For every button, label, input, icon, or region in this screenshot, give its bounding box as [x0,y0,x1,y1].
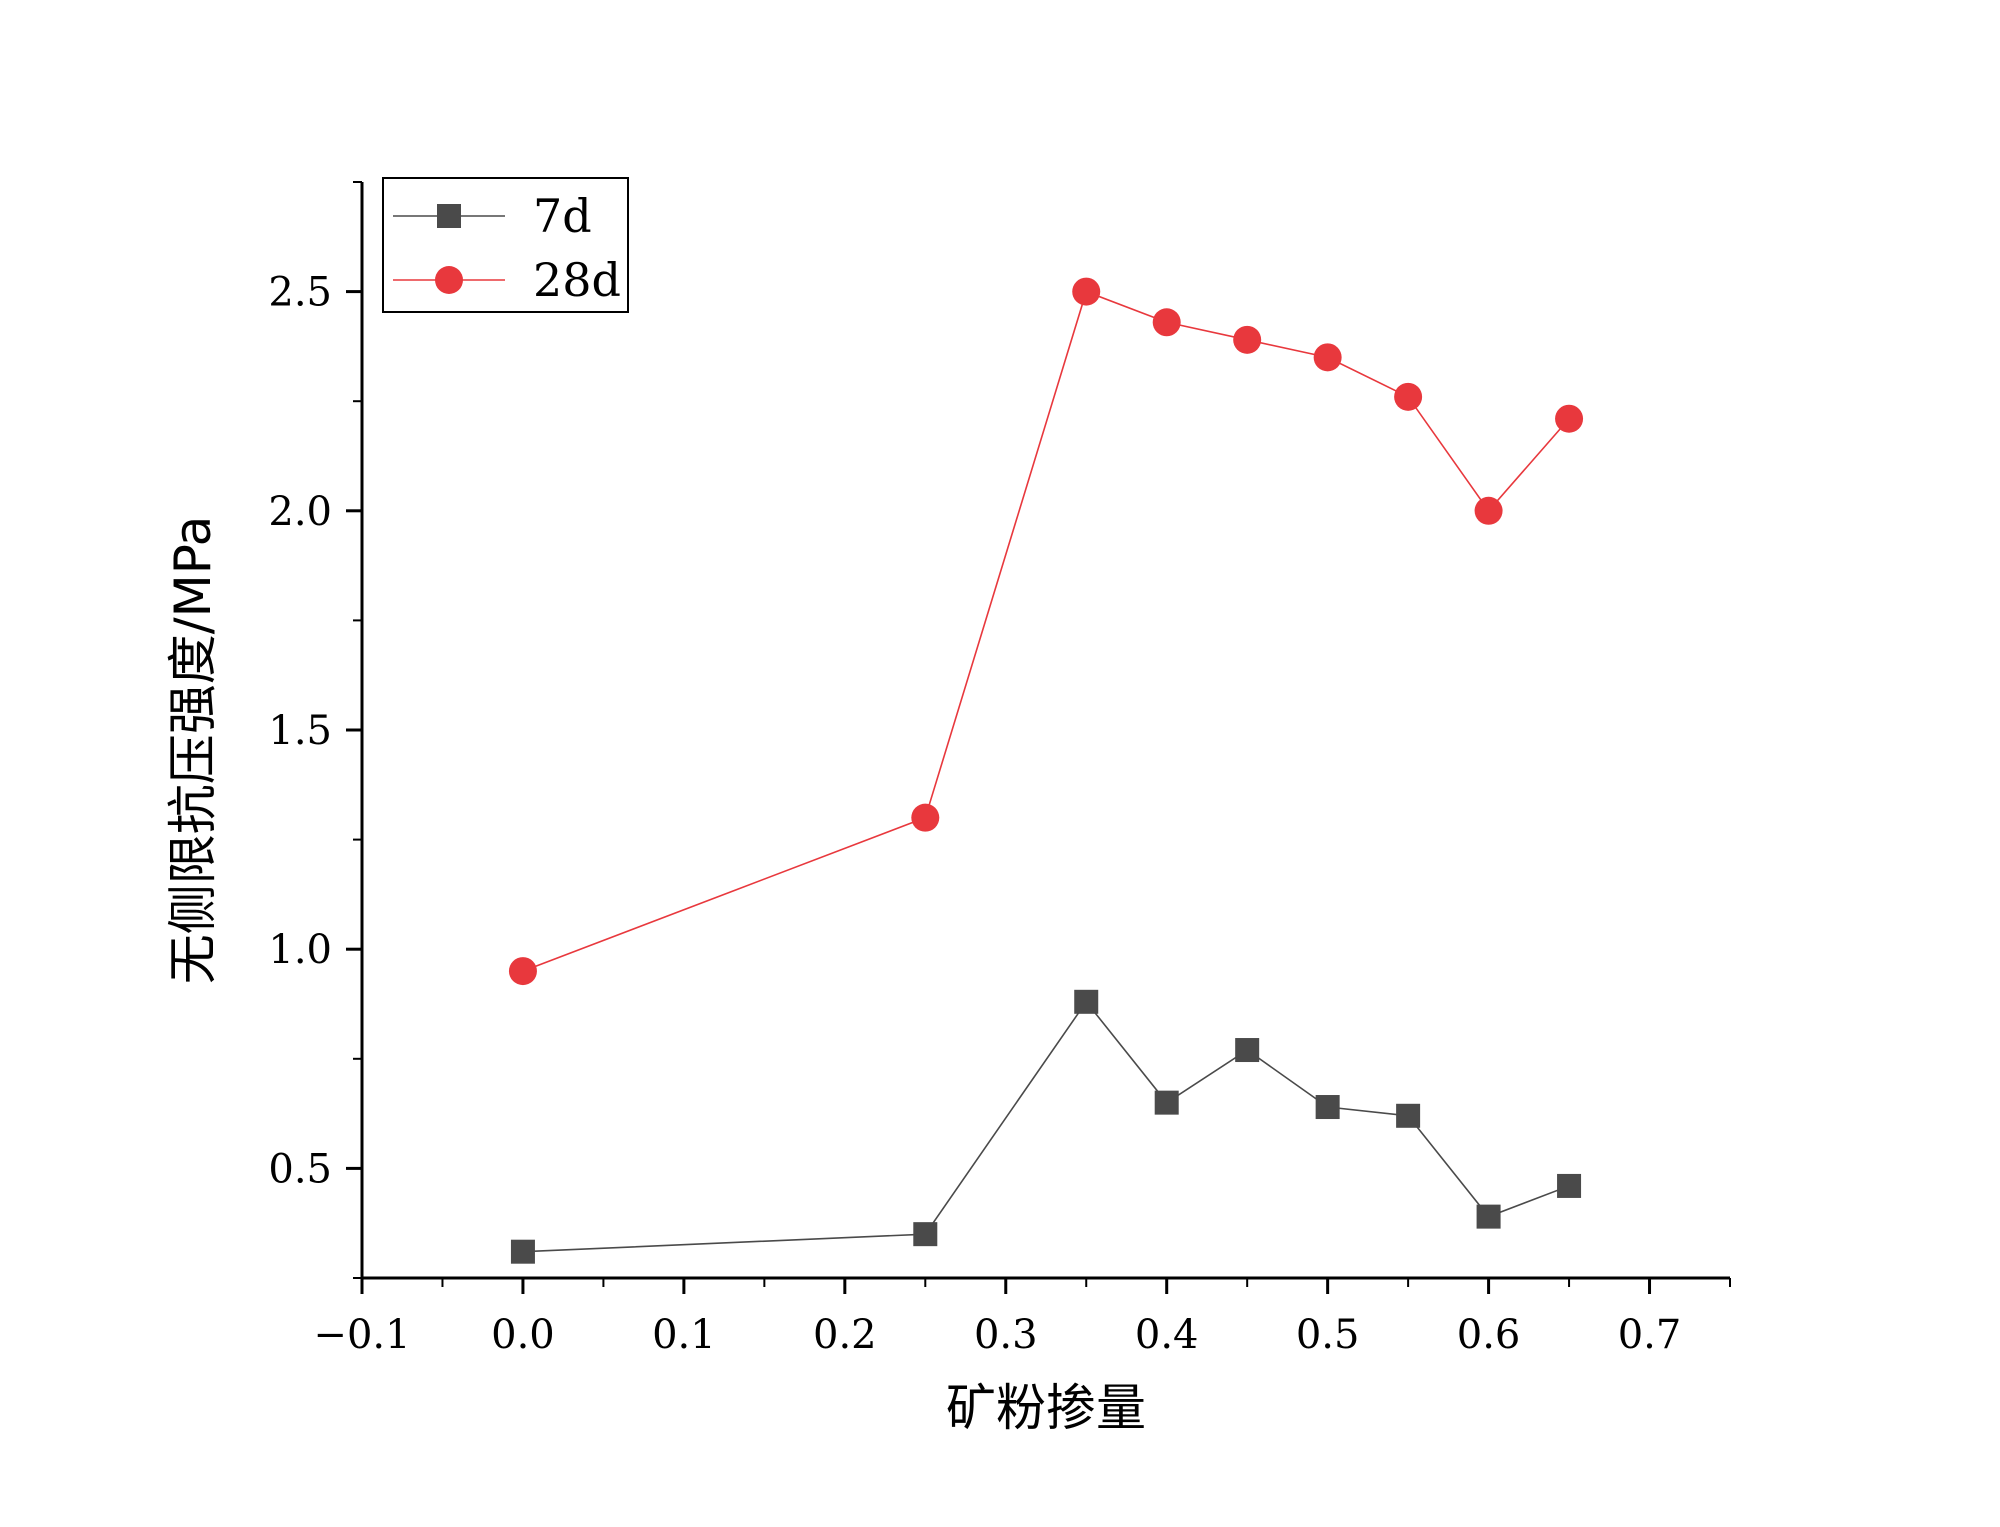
legend-label: 7d [533,189,592,243]
series-layer [508,277,1584,1264]
data-point [1072,277,1101,306]
x-axis-title: 矿粉掺量 [946,1379,1146,1437]
x-tick-label: 0.1 [652,1312,716,1358]
data-point [1315,1095,1340,1120]
x-tick-label: 0.3 [974,1312,1038,1358]
data-point [1474,496,1503,525]
data-point [1396,1103,1421,1128]
x-tick-label: 0.4 [1135,1312,1199,1358]
data-point [1074,989,1099,1014]
y-tick-label: 1.0 [268,927,332,973]
legend-item-28d: 28d [393,253,621,307]
legend-item-7d: 7d [393,189,592,243]
data-point [510,1239,535,1264]
data-point [911,803,940,832]
data-point [1557,1173,1582,1198]
legend-label: 28d [533,253,621,307]
data-point [1233,325,1262,354]
y-tick-label: 0.5 [268,1146,332,1192]
x-tick-label: 0.2 [813,1312,877,1358]
data-point [1235,1038,1260,1063]
x-tick-label: 0.7 [1618,1312,1682,1358]
data-point [1555,404,1584,433]
legend-marker [437,204,461,228]
data-point [1313,343,1342,372]
data-point [1152,308,1181,337]
series-28d [508,277,1584,986]
legend-box [382,177,629,313]
legend-marker [435,266,463,294]
series-7d [510,989,1582,1264]
data-point [1394,382,1423,411]
y-tick-label: 1.5 [268,708,332,754]
data-point [508,957,537,986]
y-ticks: 0.5 1.0 1.5 2.0 2.5 [268,181,362,1279]
data-point [1476,1204,1501,1229]
x-tick-label: 0.5 [1296,1312,1360,1358]
x-ticks: −0.1 0.0 0.1 0.2 0.3 0.4 0.5 0.6 0.7 [313,1278,1731,1358]
x-tick-label: −0.1 [313,1312,410,1358]
y-tick-label: 2.5 [268,270,332,316]
data-point [1154,1090,1179,1115]
axes [360,182,1730,1280]
y-axis-title: 无侧限抗压强度/MPa [164,516,222,985]
data-point [913,1222,938,1247]
x-tick-label: 0.6 [1457,1312,1521,1358]
x-tick-label: 0.0 [491,1312,555,1358]
y-tick-label: 2.0 [268,489,332,535]
